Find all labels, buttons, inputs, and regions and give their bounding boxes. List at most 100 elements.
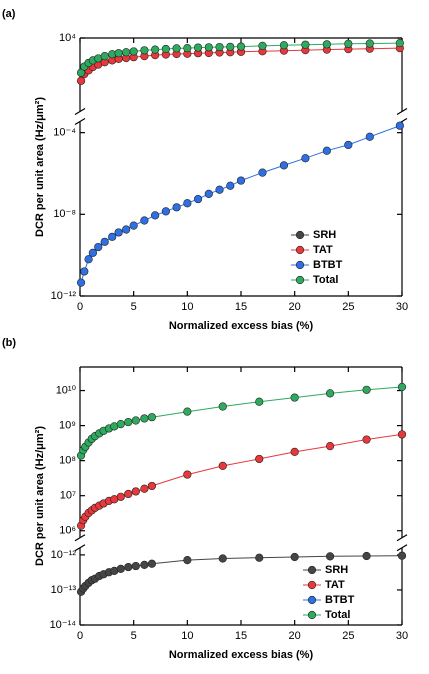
data-point — [100, 237, 109, 246]
y-axis-title: DCR per unit area (Hz/μm²) — [34, 426, 46, 566]
y-tick-label: 10¹⁰ — [56, 384, 77, 396]
legend-label: TAT — [325, 579, 345, 591]
data-point — [147, 559, 157, 568]
data-point — [124, 417, 133, 427]
data-point — [365, 39, 374, 48]
data-point — [100, 51, 109, 61]
legend-marker — [307, 595, 317, 605]
series-line — [80, 125, 401, 283]
data-point — [76, 76, 86, 85]
data-point — [236, 176, 246, 185]
data-point — [183, 44, 192, 53]
axis-break — [396, 544, 408, 552]
data-point — [80, 267, 89, 276]
data-point — [131, 416, 140, 425]
y-tick-label: 10⁻⁸ — [53, 208, 76, 220]
data-point — [161, 44, 170, 54]
x-axis-title: Normalized excess bias (%) — [169, 320, 314, 332]
data-point — [325, 552, 335, 561]
data-point — [131, 487, 140, 496]
data-point — [362, 385, 371, 394]
data-point — [140, 46, 149, 55]
axis-break — [74, 108, 86, 116]
data-point — [131, 561, 140, 571]
data-point — [218, 402, 227, 411]
data-point — [116, 420, 125, 429]
legend-label: BTBT — [313, 259, 343, 271]
data-point — [129, 221, 138, 230]
data-point — [88, 248, 97, 257]
data-point — [397, 430, 407, 439]
x-tick-label: 30 — [396, 630, 408, 642]
x-tick-label: 15 — [235, 301, 247, 313]
x-tick-label: 0 — [77, 630, 83, 642]
data-point — [116, 564, 125, 573]
data-point — [140, 414, 149, 423]
x-tick-label: 25 — [342, 301, 354, 313]
data-point — [183, 470, 192, 479]
data-point — [395, 39, 404, 48]
data-point — [322, 40, 331, 49]
data-point — [397, 382, 407, 392]
data-point — [116, 492, 125, 501]
axis-break — [74, 118, 86, 126]
legend-label: BTBT — [325, 594, 355, 606]
data-point — [365, 132, 374, 141]
data-point — [108, 232, 117, 241]
x-tick-label: 30 — [396, 301, 408, 313]
x-tick-label: 10 — [181, 301, 193, 313]
data-point — [147, 413, 157, 422]
data-point — [183, 407, 192, 416]
data-point — [255, 454, 264, 464]
data-point — [226, 42, 235, 51]
data-point — [218, 554, 227, 563]
x-tick-label: 10 — [181, 630, 193, 642]
panel-label: (b) — [2, 337, 16, 349]
data-point — [151, 45, 160, 54]
data-point — [124, 562, 133, 572]
y-tick-label: 10⁻⁴ — [53, 127, 76, 139]
data-point — [255, 553, 264, 562]
data-point — [344, 140, 353, 150]
y-tick-label: 10⁶ — [59, 525, 76, 537]
x-tick-label: 20 — [289, 630, 301, 642]
data-point — [290, 393, 299, 402]
y-tick-label: 10⁻¹² — [51, 290, 77, 302]
data-point — [279, 161, 289, 170]
data-point — [325, 441, 335, 451]
data-point — [161, 207, 170, 216]
data-point — [362, 435, 371, 444]
series-line — [80, 433, 403, 526]
legend-label: Total — [325, 609, 350, 621]
data-point — [279, 41, 289, 50]
legend-label: SRH — [325, 564, 348, 576]
data-point — [114, 228, 123, 237]
data-point — [322, 146, 331, 155]
data-point — [147, 481, 157, 491]
data-point — [183, 556, 192, 565]
data-point — [94, 242, 103, 252]
data-point — [301, 40, 310, 49]
data-point — [325, 389, 335, 398]
data-point — [218, 461, 227, 470]
data-point — [204, 189, 213, 199]
series-line — [80, 555, 403, 592]
data-point — [193, 43, 203, 52]
x-tick-label: 25 — [342, 630, 354, 642]
data-point — [226, 181, 235, 190]
y-tick-label: 10⁻¹⁴ — [50, 619, 77, 631]
x-tick-label: 0 — [77, 301, 83, 313]
x-tick-label: 15 — [235, 630, 247, 642]
data-point — [172, 203, 181, 212]
legend-marker — [295, 275, 305, 285]
axis-break — [74, 534, 86, 542]
data-point — [236, 42, 246, 51]
data-point — [122, 225, 131, 234]
data-point — [362, 551, 371, 561]
legend-marker — [295, 230, 305, 240]
data-point — [255, 397, 264, 406]
x-tick-label: 5 — [131, 301, 137, 313]
data-point — [140, 216, 149, 225]
data-point — [258, 41, 267, 51]
